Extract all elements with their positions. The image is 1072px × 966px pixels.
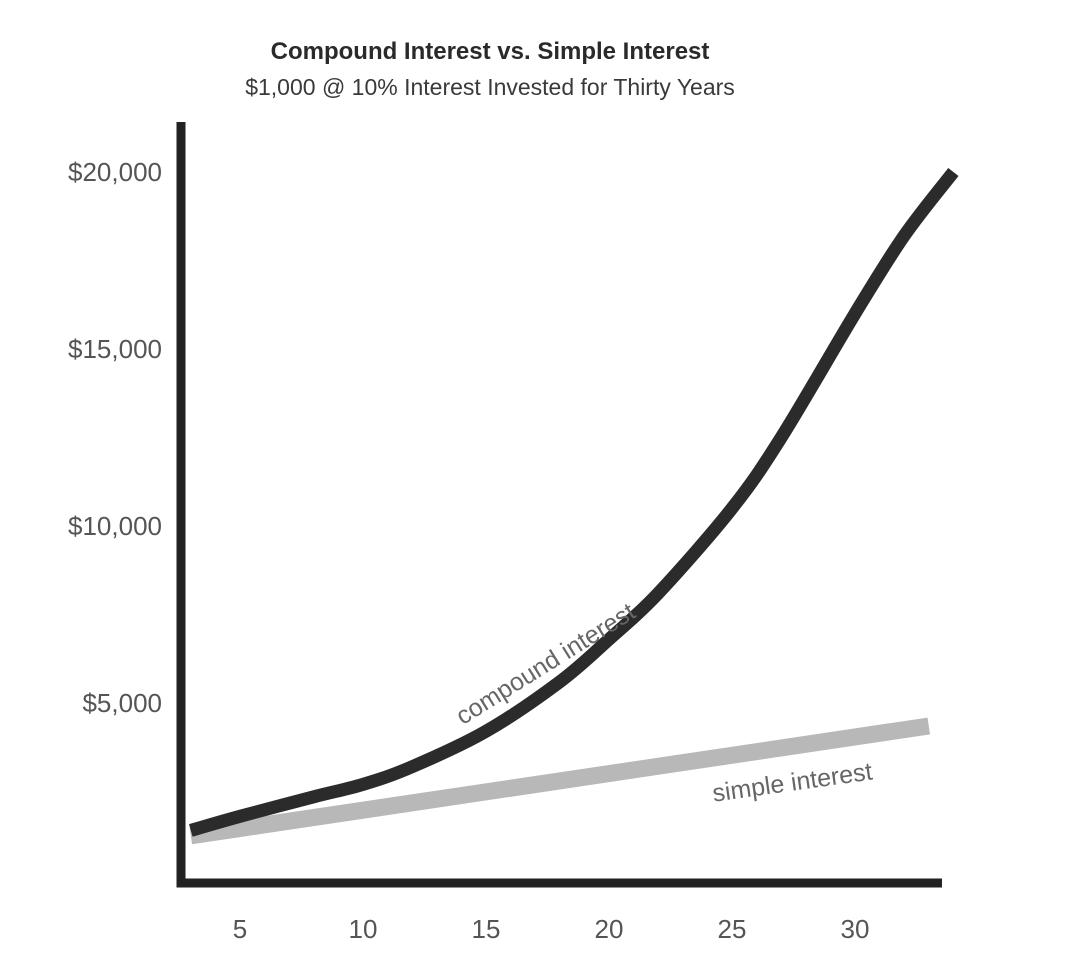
simple-interest-label: simple interest: [711, 758, 875, 808]
y-tick-label: $15,000: [68, 334, 162, 364]
y-tick-label: $10,000: [68, 511, 162, 541]
x-tick-label: 10: [349, 914, 378, 944]
x-tick-label: 25: [718, 914, 747, 944]
series-labels-layer: compound interest simple interest: [451, 598, 874, 808]
y-tick-label: $20,000: [68, 157, 162, 187]
x-tick-label: 15: [472, 914, 501, 944]
x-tick-label: 20: [595, 914, 624, 944]
x-tick-label: 5: [233, 914, 247, 944]
y-tick-label: $5,000: [82, 688, 162, 718]
compound-interest-label: compound interest: [451, 598, 640, 731]
x-tick-label: 30: [841, 914, 870, 944]
chart-title: Compound Interest vs. Simple Interest: [270, 38, 710, 65]
axes-layer: [176, 122, 942, 888]
compound-interest-line: [189, 168, 959, 837]
simple-interest-line: [189, 717, 931, 845]
series-layer: [189, 168, 959, 845]
chart-subtitle: $1,000 @ 10% Interest Invested for Thirt…: [245, 74, 735, 100]
ticks-layer: $5,000 $10,000 $15,000 $20,000 5 10 15 20 25 30: [68, 157, 869, 944]
